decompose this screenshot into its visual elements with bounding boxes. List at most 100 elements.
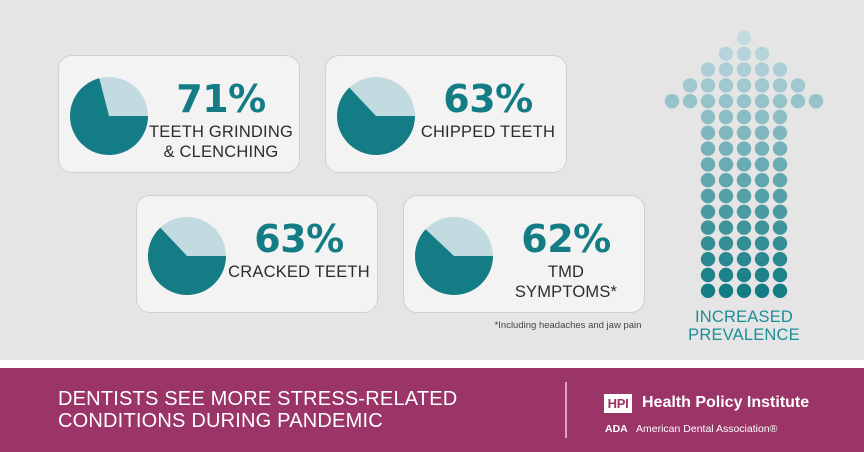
arrow-dot <box>736 204 752 219</box>
arrow-dot <box>772 204 788 219</box>
arrow-dot <box>700 267 716 283</box>
pie-slice-value <box>415 229 493 295</box>
arrow-dot <box>754 283 770 298</box>
arrow-dot <box>700 283 716 298</box>
arrow-dot <box>754 173 770 188</box>
arrow-dot <box>700 109 716 125</box>
arrow-dot <box>718 236 734 251</box>
arrow-dot <box>754 188 770 204</box>
arrow-dot <box>736 157 752 172</box>
arrow-dot <box>718 94 734 109</box>
arrow-dot <box>718 220 734 235</box>
footer-headline: DENTISTS SEE MORE STRESS-RELATED CONDITI… <box>58 388 458 432</box>
arrow-dot <box>754 125 770 140</box>
arrow-dot <box>718 252 734 267</box>
arrow-dot <box>772 157 788 172</box>
arrow-dot <box>718 141 734 156</box>
arrow-dot <box>754 157 770 172</box>
stat-condition: TEETH GRINDING & CLENCHING <box>149 123 293 161</box>
stat-card-teeth-grinding: 71% TEETH GRINDING & CLENCHING <box>58 55 300 173</box>
arrow-dot <box>754 94 770 109</box>
arrow-dot <box>772 283 788 298</box>
stat-percent: 71% <box>176 77 266 121</box>
arrow-dot <box>718 173 734 188</box>
arrow-dot <box>718 46 734 61</box>
arrow-dot <box>700 204 716 219</box>
arrow-dot <box>790 78 806 93</box>
arrow-dot <box>736 62 752 77</box>
stat-card-cracked-teeth: 63% CRACKED TEETH <box>136 195 378 313</box>
hpi-logo-badge: HPI <box>604 394 632 413</box>
arrow-dot <box>718 62 734 77</box>
pie-slice-value <box>70 78 148 156</box>
arrow-dot <box>772 173 788 188</box>
arrow-dot <box>736 109 752 125</box>
arrow-dot <box>718 78 734 93</box>
ada-name: American Dental Association® <box>636 423 778 435</box>
arrow-dot <box>736 78 752 93</box>
arrow-dot <box>700 94 716 109</box>
arrow-dot <box>718 157 734 172</box>
arrow-dot <box>736 125 752 140</box>
hpi-name: Health Policy Institute <box>642 394 810 411</box>
arrow-dot <box>736 94 752 109</box>
stat-card-chipped-teeth: 63% CHIPPED TEETH <box>325 55 567 173</box>
stat-card-tmd-symptoms: 62% TMD SYMPTOMS* <box>403 195 645 313</box>
arrow-dot <box>682 78 698 93</box>
arrow-dot <box>790 94 806 109</box>
arrow-dot <box>700 252 716 267</box>
pie-chart-cracked-teeth <box>147 217 226 295</box>
arrow-dot <box>736 252 752 267</box>
arrow-dot <box>754 109 770 125</box>
arrow-dot <box>772 188 788 204</box>
arrow-dot <box>736 30 752 46</box>
pie-chart-teeth-grinding <box>70 77 148 156</box>
arrow-dot <box>772 109 788 125</box>
arrow-label: INCREASED PREVALENCE <box>688 308 800 344</box>
arrow-dot <box>700 62 716 77</box>
arrow-dot <box>772 94 788 109</box>
pie-chart-tmd-symptoms <box>415 217 493 295</box>
arrow-dot <box>736 220 752 235</box>
arrow-dot <box>772 267 788 283</box>
arrow-dot <box>754 62 770 77</box>
arrow-dot <box>700 220 716 235</box>
arrow-dot <box>772 62 788 77</box>
ada-abbreviation: ADA <box>605 423 628 435</box>
arrow-dot <box>736 141 752 156</box>
arrow-dot <box>754 141 770 156</box>
arrow-dot <box>772 78 788 93</box>
arrow-dot <box>664 94 680 109</box>
arrow-dot <box>700 125 716 140</box>
arrow-dot <box>736 236 752 251</box>
arrow-dot <box>700 173 716 188</box>
arrow-dot <box>754 46 770 61</box>
dotted-up-arrow-icon <box>664 30 824 298</box>
pie-slice-value <box>337 87 415 155</box>
arrow-dot <box>736 46 752 61</box>
arrow-dot <box>718 283 734 298</box>
footnote: *Including headaches and jaw pain <box>494 320 642 331</box>
arrow-dot <box>700 157 716 172</box>
pie-slice-value <box>147 227 226 295</box>
stat-condition: TMD SYMPTOMS* <box>514 263 618 301</box>
arrow-dot <box>772 125 788 140</box>
arrow-dot <box>718 109 734 125</box>
arrow-dot <box>700 188 716 204</box>
footer-divider <box>565 382 567 438</box>
stat-percent: 63% <box>443 77 533 121</box>
arrow-dot <box>754 236 770 251</box>
arrow-dot <box>772 141 788 156</box>
arrow-dot <box>718 204 734 219</box>
arrow-dot <box>736 173 752 188</box>
arrow-dot <box>754 204 770 219</box>
footer-bar: DENTISTS SEE MORE STRESS-RELATED CONDITI… <box>0 368 864 452</box>
arrow-dot <box>736 283 752 298</box>
main-panel: 71% TEETH GRINDING & CLENCHING 63% CHIPP… <box>0 0 864 360</box>
arrow-dot <box>718 125 734 140</box>
arrow-dot <box>754 252 770 267</box>
stat-percent: 63% <box>254 217 344 261</box>
arrow-dot <box>718 267 734 283</box>
arrow-dot <box>682 94 698 109</box>
